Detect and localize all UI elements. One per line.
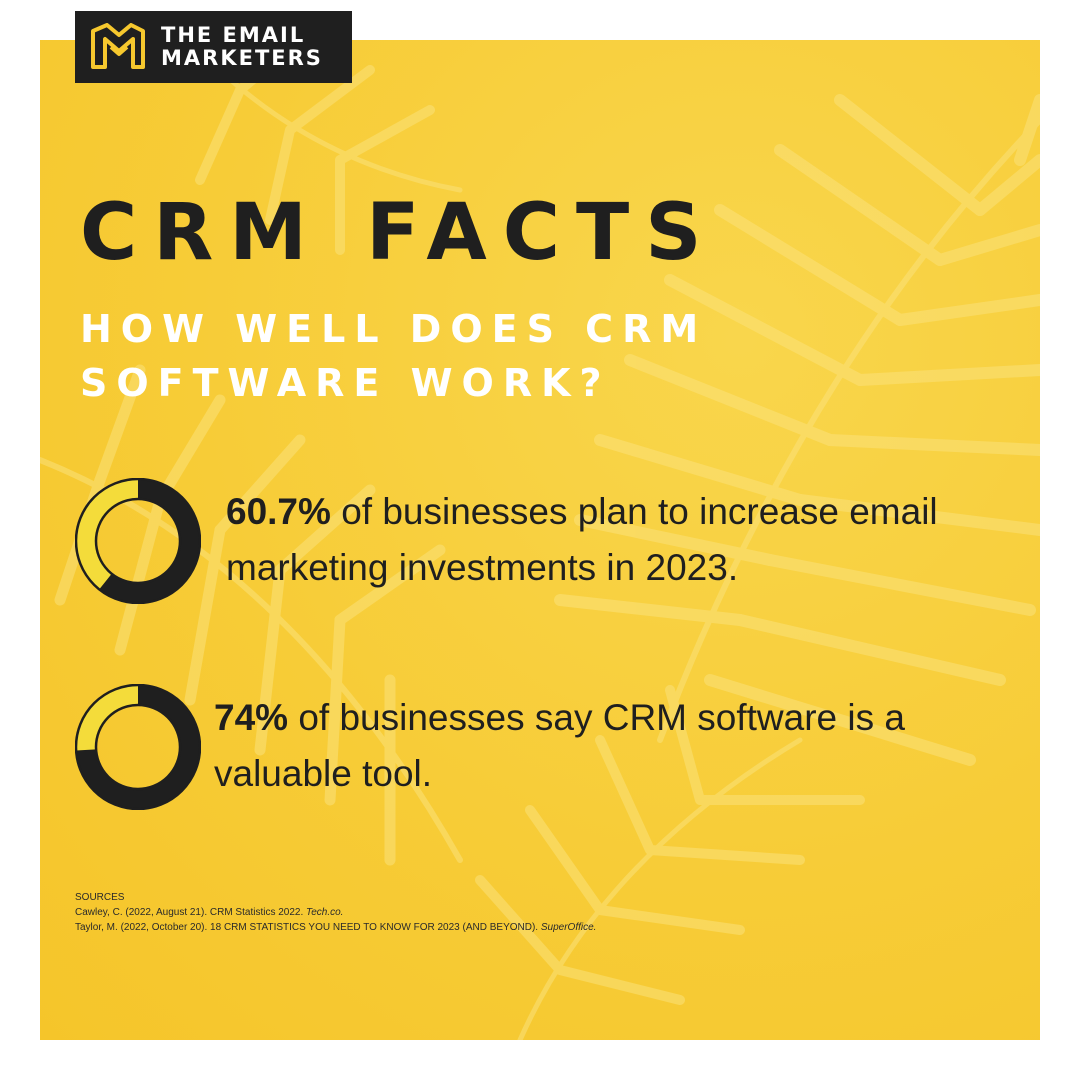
- brand-name: THE EMAIL MARKETERS: [161, 24, 323, 70]
- donut-outer-outline: [75, 684, 201, 810]
- donut-inner-outline: [94, 497, 182, 585]
- source-2-publication: SuperOffice.: [540, 922, 597, 933]
- donut-value-slice: [76, 479, 200, 603]
- source-2-citation: Taylor, M. (2022, October 20). 18 CRM ST…: [75, 922, 541, 933]
- page-title: CRM FACTS: [80, 188, 718, 278]
- fact-2-text: 74% of businesses say CRM software is a …: [214, 690, 1004, 802]
- sources-heading: SOURCES: [75, 892, 125, 903]
- page-subtitle: HOW WELL DOES CRM SOFTWARE WORK?: [80, 307, 708, 405]
- donut-inner-outline: [94, 703, 182, 791]
- fact-1-percent: 60.7%: [226, 491, 331, 532]
- brand-name-line1: THE EMAIL: [161, 23, 306, 47]
- source-1-citation: Cawley, C. (2022, August 21). CRM Statis…: [75, 907, 307, 918]
- source-item-2: Taylor, M. (2022, October 20). 18 CRM ST…: [75, 920, 596, 935]
- donut-chart-business-email-investment: [75, 478, 201, 604]
- fact-2-description: of businesses say CRM software is a valu…: [214, 697, 905, 794]
- source-1-publication: Tech.co.: [306, 907, 344, 918]
- sources-block: SOURCES Cawley, C. (2022, August 21). CR…: [75, 890, 596, 935]
- fact-1-text: 60.7% of businesses plan to increase ema…: [226, 484, 946, 596]
- fact-2-percent: 74%: [214, 697, 289, 738]
- brand-name-line2: MARKETERS: [161, 46, 323, 70]
- donut-outer-outline: [75, 478, 201, 604]
- em-monogram-icon: [91, 23, 145, 69]
- fact-1-description: of businesses plan to increase email mar…: [226, 491, 938, 588]
- brand-logo: THE EMAIL MARKETERS: [75, 11, 352, 83]
- donut-chart-crm-valuable: [75, 684, 201, 810]
- donut-value-slice: [76, 685, 200, 809]
- source-item-1: Cawley, C. (2022, August 21). CRM Statis…: [75, 905, 596, 920]
